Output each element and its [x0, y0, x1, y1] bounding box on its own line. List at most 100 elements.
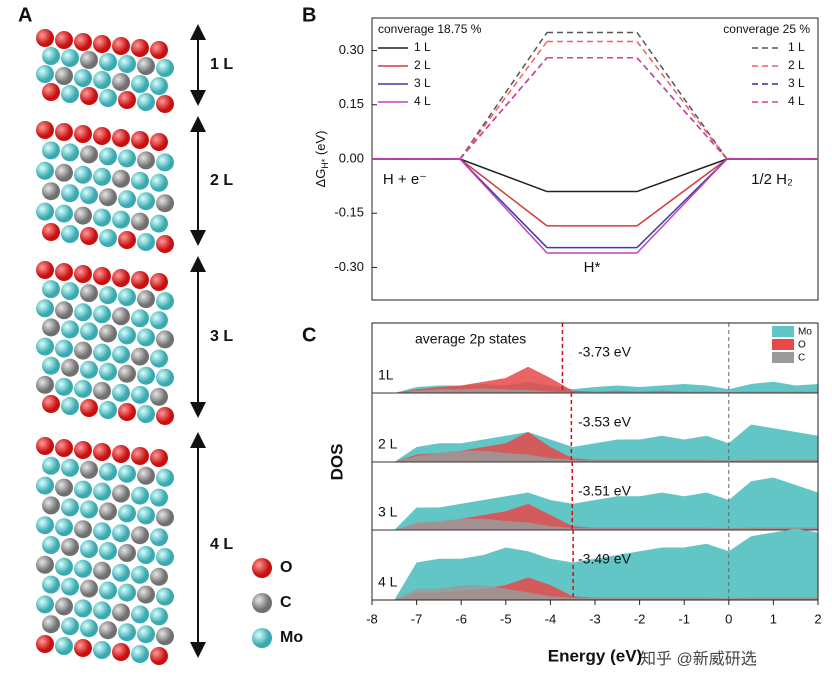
- atom: [93, 443, 111, 461]
- atom: [36, 437, 54, 455]
- x-tick-label: 1: [770, 611, 777, 626]
- atom: [137, 366, 155, 385]
- atom: [112, 169, 130, 188]
- atom: [36, 299, 54, 318]
- atom: [93, 561, 111, 580]
- dos-area: [394, 450, 818, 462]
- legend-label: Mo: [798, 327, 812, 338]
- connector: [636, 32, 728, 160]
- atom: [93, 305, 111, 324]
- atom: [137, 151, 155, 170]
- atom: [137, 328, 155, 347]
- atom: [93, 267, 111, 285]
- atom: [112, 643, 130, 661]
- panel-label: A: [18, 4, 32, 26]
- atom: [36, 476, 54, 495]
- atom: [80, 284, 98, 303]
- center-label: -3.53 eV: [578, 414, 632, 430]
- atom: [137, 192, 155, 211]
- atom: [156, 508, 174, 527]
- atom: [112, 445, 130, 463]
- atom: [74, 599, 92, 618]
- atom: [99, 542, 117, 560]
- center-label: -3.51 eV: [578, 483, 632, 499]
- atom: [80, 460, 98, 479]
- legend-atom: [252, 593, 272, 613]
- atom: [118, 623, 136, 642]
- atom: [150, 77, 168, 95]
- atom: [156, 95, 174, 113]
- dos-area: [394, 388, 818, 393]
- x-tick-label: -6: [455, 611, 467, 626]
- atom: [99, 462, 117, 481]
- atom: [61, 225, 79, 243]
- legend-title: converage 25 %: [723, 22, 810, 36]
- atom: [42, 318, 60, 337]
- atom: [55, 163, 73, 182]
- atom: [118, 403, 136, 421]
- atom: [80, 619, 98, 638]
- atom: [156, 468, 174, 487]
- atom: [131, 171, 149, 190]
- x-tick-label: 2: [814, 611, 821, 626]
- atom: [36, 202, 54, 221]
- atom: [131, 39, 149, 57]
- panel-label: B: [302, 4, 316, 26]
- atom: [156, 587, 174, 606]
- atom: [61, 85, 79, 103]
- legend-label: C: [798, 353, 805, 364]
- atom: [99, 581, 117, 600]
- atom: [112, 73, 130, 91]
- atom: [80, 579, 98, 598]
- atom: [55, 518, 73, 537]
- atom: [137, 466, 155, 485]
- atom: [74, 639, 92, 657]
- category-label: H + e⁻: [383, 171, 427, 188]
- atom: [80, 360, 98, 379]
- atom: [61, 397, 79, 415]
- atom: [61, 143, 79, 162]
- atom: [156, 407, 174, 425]
- x-tick-label: -5: [500, 611, 512, 626]
- connector: [459, 158, 548, 193]
- legend-label: C: [280, 594, 292, 611]
- atom: [118, 583, 136, 602]
- legend-atom: [252, 628, 272, 648]
- x-tick-label: -4: [545, 611, 557, 626]
- dos-area: [394, 585, 818, 600]
- atom: [112, 383, 130, 402]
- atom: [74, 206, 92, 225]
- atom: [93, 381, 111, 400]
- atom: [112, 345, 130, 364]
- atom: [150, 214, 168, 233]
- atom: [42, 356, 60, 375]
- atom: [80, 51, 98, 69]
- atom: [74, 379, 92, 398]
- atom: [61, 358, 79, 377]
- atom: [131, 645, 149, 663]
- atom: [55, 557, 73, 576]
- atom: [42, 456, 60, 475]
- atom: [80, 399, 98, 417]
- atom: [99, 188, 117, 207]
- atom: [61, 282, 79, 301]
- atom: [93, 343, 111, 362]
- atom: [118, 464, 136, 483]
- y-axis-label-part: (eV): [313, 131, 328, 159]
- legend-atom: [252, 558, 272, 578]
- atom: [131, 347, 149, 366]
- atom: [112, 563, 130, 582]
- atom: [61, 458, 79, 477]
- atom: [55, 67, 73, 85]
- dos-area: [394, 518, 818, 530]
- atom: [61, 49, 79, 67]
- atom: [42, 83, 60, 101]
- atom: [156, 235, 174, 253]
- atom: [118, 544, 136, 562]
- atom: [131, 212, 149, 231]
- atom: [55, 301, 73, 320]
- atom: [150, 528, 168, 547]
- annotation: average 2p states: [415, 331, 526, 347]
- y-axis-label: DOS: [327, 444, 346, 481]
- atom: [137, 405, 155, 423]
